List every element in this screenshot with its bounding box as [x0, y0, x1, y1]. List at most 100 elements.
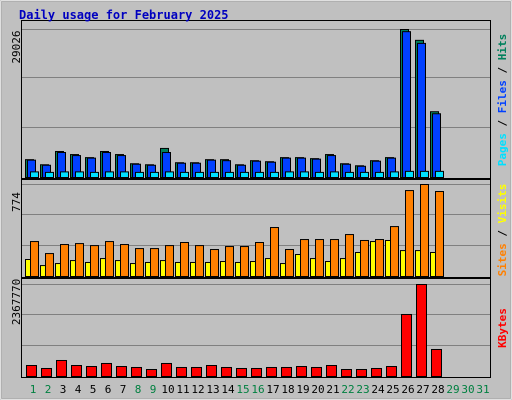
- x-tick-label: 14: [221, 383, 235, 396]
- x-tick-label: 6: [105, 383, 112, 396]
- x-tick-label: 25: [386, 383, 399, 396]
- bar: [176, 366, 187, 377]
- x-tick-label: 24: [371, 383, 385, 396]
- x-tick-label: 27: [416, 383, 429, 396]
- legend-entry: Hits: [496, 34, 509, 61]
- x-tick-label: 30: [461, 383, 474, 396]
- bar: [386, 366, 397, 377]
- x-tick-label: 3: [60, 383, 67, 396]
- bar: [435, 191, 444, 278]
- legend-separator: /: [496, 113, 509, 133]
- bar: [210, 171, 219, 178]
- bar: [330, 239, 339, 277]
- bar: [116, 366, 127, 377]
- bar: [135, 171, 144, 178]
- bar: [405, 190, 414, 277]
- x-tick-label: 11: [176, 383, 189, 396]
- x-tick-label: 23: [356, 383, 369, 396]
- bar: [146, 369, 157, 377]
- bar: [236, 367, 247, 378]
- bar: [270, 227, 279, 278]
- x-tick-label: 7: [120, 383, 127, 396]
- bar: [75, 243, 84, 277]
- x-tick-label: 12: [191, 383, 204, 396]
- bar: [345, 171, 354, 178]
- bar: [251, 367, 262, 378]
- x-tick-label: 16: [251, 383, 264, 396]
- bar: [360, 171, 369, 178]
- bar: [341, 369, 352, 377]
- bar: [371, 367, 382, 378]
- bar: [45, 253, 54, 278]
- bar: [375, 171, 384, 178]
- bar: [432, 113, 441, 178]
- bar: [315, 171, 324, 178]
- bar: [165, 245, 174, 278]
- legend-separator: /: [496, 60, 509, 80]
- bar: [402, 31, 411, 179]
- x-tick-label: 2: [45, 383, 52, 396]
- bar: [360, 239, 369, 277]
- x-tick-label: 29: [446, 383, 459, 396]
- bar: [90, 245, 99, 278]
- bar: [300, 239, 309, 277]
- bar: [356, 369, 367, 377]
- bar: [390, 226, 399, 277]
- bar: [105, 171, 114, 178]
- x-tick-label: 1: [30, 383, 37, 396]
- legend: Pages / Files / Hits: [496, 34, 509, 167]
- bar: [45, 171, 54, 178]
- panel: [21, 278, 491, 378]
- y-tick-label: 774: [10, 192, 23, 212]
- bar: [435, 170, 444, 178]
- x-tick-label: 28: [431, 383, 444, 396]
- bar: [150, 248, 159, 277]
- bar: [420, 170, 429, 178]
- bar: [206, 365, 217, 377]
- bar: [431, 348, 442, 378]
- bar: [285, 249, 294, 277]
- legend: Sites / Visits: [496, 184, 509, 277]
- bar: [191, 366, 202, 377]
- bar: [105, 241, 114, 277]
- bar: [195, 171, 204, 178]
- bar: [120, 171, 129, 178]
- bar: [135, 248, 144, 277]
- bar: [270, 171, 279, 178]
- bar: [255, 242, 264, 278]
- bar: [266, 366, 277, 377]
- bar: [120, 244, 129, 277]
- bar: [161, 362, 172, 377]
- bar: [90, 171, 99, 178]
- bar: [180, 242, 189, 278]
- y-tick-label: 29026: [10, 30, 23, 63]
- bar: [417, 42, 426, 179]
- bar: [210, 249, 219, 277]
- bar: [225, 171, 234, 178]
- bar: [71, 365, 82, 377]
- bar: [311, 366, 322, 377]
- legend-entry: Sites: [496, 243, 509, 276]
- bar: [420, 184, 429, 277]
- x-tick-label: 22: [341, 383, 354, 396]
- legend-entry: KBytes: [496, 308, 509, 348]
- x-tick-label: 18: [281, 383, 294, 396]
- bar: [281, 366, 292, 377]
- x-tick-label: 4: [75, 383, 82, 396]
- legend-entry: Pages: [496, 133, 509, 166]
- bar: [101, 362, 112, 377]
- legend-entry: Files: [496, 80, 509, 113]
- x-tick-label: 20: [311, 383, 324, 396]
- bar: [60, 171, 69, 178]
- bar: [315, 239, 324, 277]
- bar: [56, 359, 67, 378]
- bar: [401, 313, 412, 377]
- legend: KBytes: [496, 308, 509, 348]
- bar: [165, 171, 174, 178]
- bar: [30, 171, 39, 178]
- bar: [150, 171, 159, 178]
- x-tick-label: 10: [161, 383, 174, 396]
- bar: [195, 245, 204, 278]
